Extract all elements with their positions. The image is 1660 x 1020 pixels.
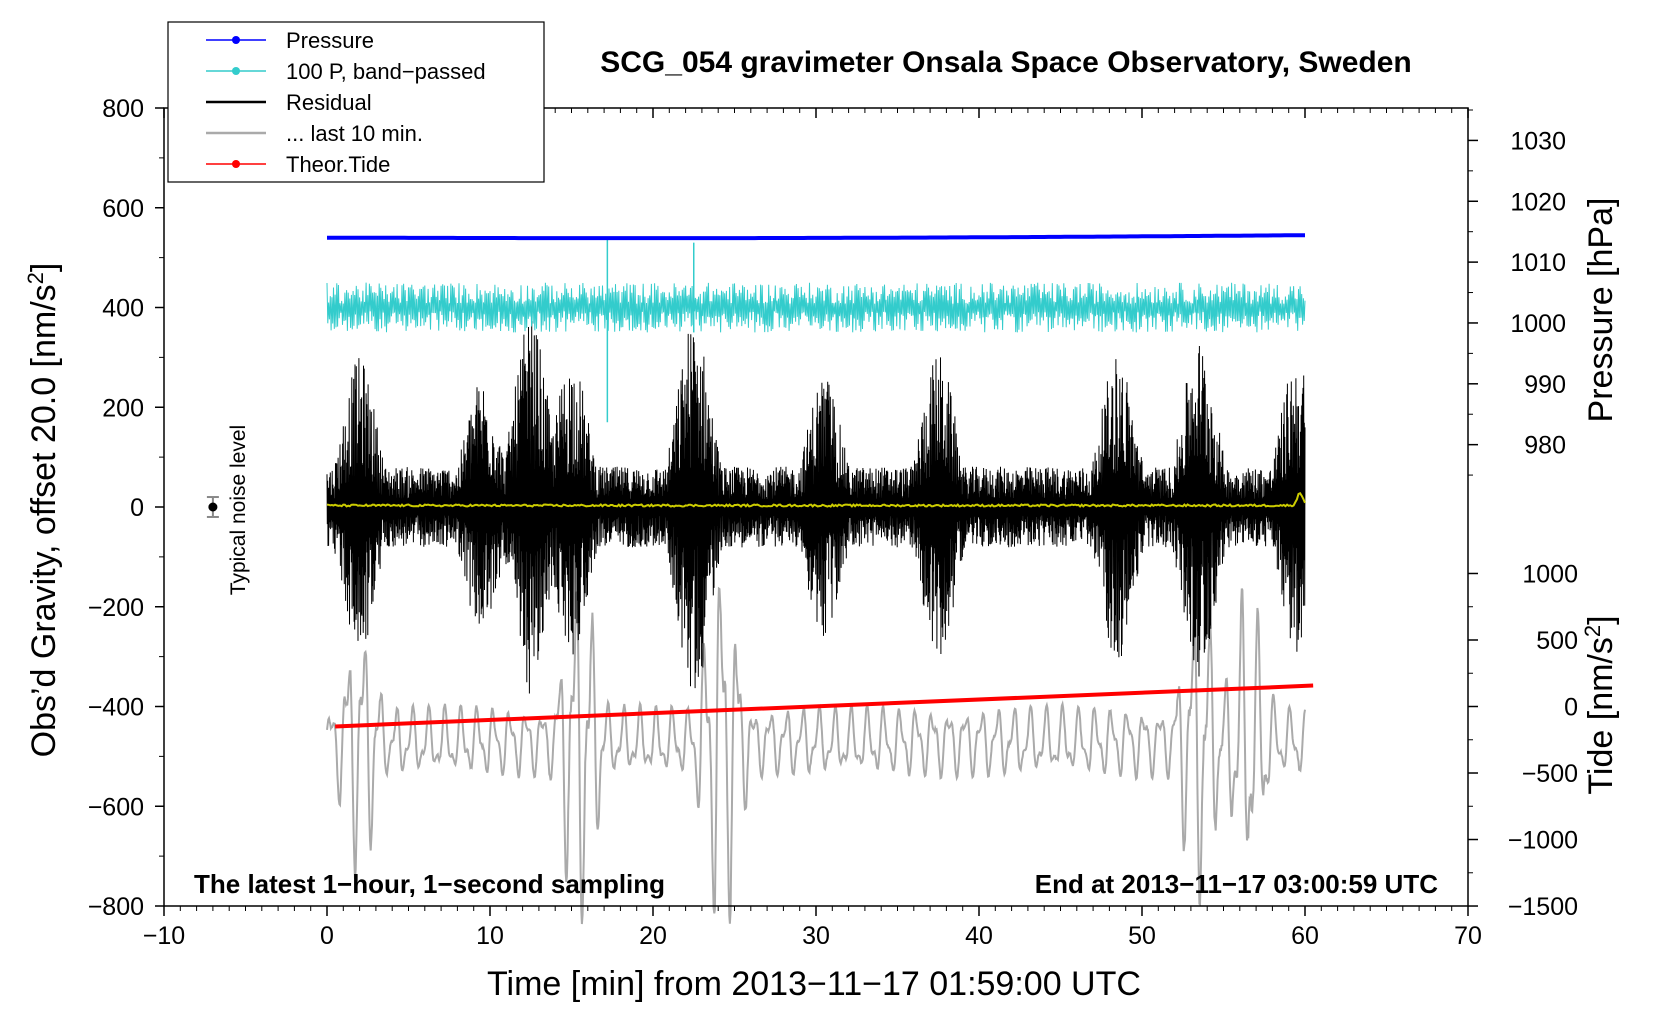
x-tick-label: 70 — [1454, 922, 1482, 950]
tide-tick-label: −1000 — [1508, 827, 1578, 855]
legend-swatch-marker — [232, 160, 240, 168]
pressure-tick-label: 980 — [1524, 432, 1566, 460]
x-tick-label: 30 — [802, 922, 830, 950]
series-residual — [326, 321, 1306, 694]
chart-traces — [326, 233, 1314, 925]
series-pressure — [327, 233, 1305, 241]
y-tick-label: 0 — [130, 494, 144, 522]
chart-title: SCG_054 gravimeter Onsala Space Observat… — [600, 46, 1412, 79]
pressure-tick-label: 990 — [1524, 371, 1566, 399]
tide-tick-label: 0 — [1564, 694, 1578, 722]
y-tick-label: 600 — [102, 195, 144, 223]
legend-label: ... last 10 min. — [286, 121, 423, 146]
legend: Pressure 100 P, band−passed Residual ... la… — [167, 21, 545, 183]
legend-swatch-marker — [232, 36, 240, 44]
y-axis-title-tide-sup: 2 — [1580, 625, 1605, 637]
y-tick-label: −200 — [88, 594, 144, 622]
legend-item: Pressure — [206, 28, 374, 53]
tide-tick-label: −1500 — [1508, 893, 1578, 921]
tide-tick-label: −500 — [1522, 760, 1578, 788]
y-axis-title-pressure: Pressure [hPa] — [1582, 198, 1620, 423]
annotation-right: End at 2013−11−17 03:00:59 UTC — [1035, 869, 1438, 899]
y-axis-title-left-close: ] — [25, 263, 63, 272]
y-tick-label: −800 — [88, 893, 144, 921]
y-axis-title-tide-main: Tide [nm/s — [1582, 637, 1620, 794]
series-smoothed-residual — [326, 492, 1306, 508]
legend-label: Residual — [286, 90, 372, 115]
chart-axes: −10 0 10 20 30 40 50 60 708006004002000−200−400−… — [88, 95, 1578, 950]
noise-point — [208, 502, 218, 512]
legend-item: Theor.Tide — [206, 152, 390, 177]
x-tick-label: 0 — [320, 922, 334, 950]
series-last-10-min — [326, 586, 1306, 925]
noise-marker: Typical noise level — [206, 425, 250, 595]
y-tick-label: 800 — [102, 95, 144, 123]
pressure-tick-label: 1000 — [1510, 310, 1566, 338]
y-tick-label: −400 — [88, 694, 144, 722]
legend-item: ... last 10 min. — [206, 121, 423, 146]
x-tick-label: 20 — [639, 922, 667, 950]
y-tick-label: 400 — [102, 295, 144, 323]
x-tick-label: −10 — [143, 922, 185, 950]
legend-swatch-marker — [232, 67, 240, 75]
y-axis-title-left-sup: 2 — [23, 272, 48, 284]
legend-item: Residual — [206, 90, 372, 115]
noise-label: Typical noise level — [227, 425, 250, 595]
pressure-tick-label: 1020 — [1510, 188, 1566, 216]
x-tick-label: 40 — [965, 922, 993, 950]
x-tick-label: 50 — [1128, 922, 1156, 950]
tide-tick-label: 1000 — [1522, 560, 1578, 588]
y-axis-title-tide-close: ] — [1582, 615, 1620, 624]
x-tick-label: 60 — [1291, 922, 1319, 950]
pressure-tick-label: 1010 — [1510, 249, 1566, 277]
y-tick-label: −600 — [88, 793, 144, 821]
legend-items: Pressure 100 P, band−passed Residual ... la… — [206, 28, 486, 177]
x-tick-label: 10 — [476, 922, 504, 950]
x-axis-title: Time [min] from 2013−11−17 01:59:00 UTC — [487, 965, 1141, 1003]
legend-label: Theor.Tide — [286, 152, 390, 177]
legend-label: 100 P, band−passed — [286, 59, 486, 84]
legend-label: Pressure — [286, 28, 374, 53]
legend-item: 100 P, band−passed — [206, 59, 486, 84]
series-band-passed — [326, 282, 1306, 333]
y-axis-title-tide: Tide [nm/s2] — [1580, 615, 1620, 794]
series-theor-tide — [335, 683, 1314, 729]
y-axis-title-left-main: Obs’d Gravity, offset 20.0 [nm/s — [25, 284, 63, 757]
y-tick-label: 200 — [102, 394, 144, 422]
tide-tick-label: 500 — [1536, 627, 1578, 655]
annotation-left: The latest 1−hour, 1−second sampling — [194, 869, 665, 899]
pressure-tick-label: 1030 — [1510, 127, 1566, 155]
y-axis-title-left: Obs’d Gravity, offset 20.0 [nm/s2] — [23, 263, 63, 758]
